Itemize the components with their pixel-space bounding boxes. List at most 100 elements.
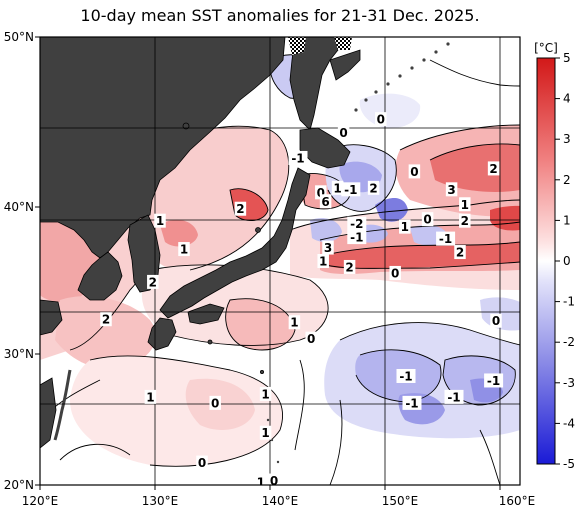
anomaly-label: 2 <box>102 313 110 327</box>
colorbar-ticks: 5 4 3 2 1 0 -1 -2 -3 -4 -5 <box>555 51 575 471</box>
anomaly-label: 0 <box>377 113 385 127</box>
anomaly-label: -1 <box>405 396 418 410</box>
anomaly-label-bg <box>389 265 401 280</box>
anomaly-label-bg <box>288 315 301 330</box>
anomaly-label: -1 <box>350 231 363 245</box>
anomaly-label: -2 <box>350 217 363 231</box>
lat-label-30n: 30°N <box>4 347 34 361</box>
anomaly-label: 1 <box>261 387 269 401</box>
anomaly-label: 2 <box>456 246 464 260</box>
anomaly-label-bg <box>347 230 367 245</box>
anomaly-label: 1 <box>156 214 164 228</box>
anomaly-label: 3 <box>447 183 455 197</box>
colorbar-gradient <box>536 57 556 465</box>
anomaly-label: 0 <box>492 314 500 328</box>
anomaly-label-bg <box>341 182 361 197</box>
kuril-islands <box>266 42 450 464</box>
anomaly-label-bg <box>459 213 471 228</box>
anomaly-label-bg <box>317 254 329 268</box>
anomaly-label: -1 <box>291 151 304 165</box>
grid-lines <box>40 37 520 485</box>
anomaly-label-bg <box>147 274 159 289</box>
anomaly-label: -1 <box>344 183 357 197</box>
colorbar-tick-label: -1 <box>563 295 575 309</box>
anomaly-label-bg <box>154 213 166 228</box>
colorbar-tick-label: 2 <box>563 173 571 187</box>
anomaly-label: 1 <box>146 390 154 404</box>
anomaly-label-bg <box>178 242 190 257</box>
colorbar-tick-label: -5 <box>563 457 575 471</box>
lon-label-150e: 150°E <box>382 494 419 508</box>
anomaly-label: 0 <box>270 474 278 488</box>
anomaly-label: 0 <box>198 456 206 470</box>
land-masses <box>40 37 361 449</box>
colorbar-tick-label: 0 <box>563 254 571 268</box>
lat-label-50n: 50°N <box>4 30 34 44</box>
anomaly-label-bg <box>255 475 267 485</box>
anomaly-label: 1 <box>257 476 265 490</box>
anomaly-label: 2 <box>345 260 353 274</box>
colorbar-tick-label: 4 <box>563 92 571 106</box>
anomaly-label: 1 <box>319 255 327 269</box>
anomaly-label-bg <box>322 240 334 255</box>
anomaly-label-bg <box>454 245 466 260</box>
anomaly-label: 1 <box>261 426 269 440</box>
anomaly-label-bg <box>196 455 208 470</box>
anomaly-label-bg <box>100 312 112 327</box>
anomaly-label-bg <box>209 395 221 410</box>
anomaly-label-bg <box>144 389 157 404</box>
anomaly-label: 2 <box>236 202 244 216</box>
anomaly-label-bg <box>408 164 421 179</box>
anomaly-label: 1 <box>401 220 409 234</box>
anomaly-label-bg <box>399 219 411 234</box>
anomaly-label-bg <box>402 395 422 410</box>
anomaly-label: 3 <box>324 241 332 255</box>
anomaly-label-bg <box>319 194 332 209</box>
plot-area: 00-10 230 1 -1 26 112-2 10 2-1 -13 211 2 022 1 00-1 -1… <box>40 37 520 490</box>
colorbar-tick-label: 1 <box>563 213 571 227</box>
anomaly-label: 2 <box>489 162 497 176</box>
anomaly-label: -1 <box>487 374 500 388</box>
anomaly-label: 1 <box>333 181 341 195</box>
anomaly-label: 1 <box>461 198 469 212</box>
anomaly-label: 2 <box>369 181 377 195</box>
anomaly-label-bg <box>445 182 458 197</box>
anomaly-label: 0 <box>423 213 431 227</box>
sea-ice-areas <box>288 37 352 55</box>
anomaly-label-bg <box>331 180 344 195</box>
anomaly-label-bg <box>305 331 317 346</box>
colorbar-tick-label: 5 <box>563 51 571 65</box>
lat-label-40n: 40°N <box>4 200 34 214</box>
anomaly-label-bg <box>459 197 471 212</box>
anomaly-label-bg <box>484 373 504 388</box>
lon-label-140e: 140°E <box>262 494 299 508</box>
anomaly-label-bg <box>343 259 356 274</box>
map-title: 10-day mean SST anomalies for 21-31 Dec.… <box>80 6 480 25</box>
lat-label-20n: 20°N <box>4 478 34 492</box>
colorbar: [°C] 5 4 3 2 1 0 -1 -2 -3 -4 -5 <box>534 41 575 471</box>
axis-ticks <box>35 36 501 490</box>
anomaly-label: 0 <box>317 186 325 200</box>
colorbar-tick-label: -2 <box>563 335 575 349</box>
anomaly-label-bg <box>436 231 456 246</box>
anomaly-label-bg <box>444 389 464 404</box>
anomaly-label-bg <box>490 313 502 328</box>
anomaly-label: 6 <box>321 195 329 209</box>
lon-label-130e: 130°E <box>142 494 179 508</box>
colorbar-tick-label: -3 <box>563 376 575 390</box>
colorbar-tick-label: -4 <box>563 416 575 430</box>
anomaly-label: 2 <box>149 275 157 289</box>
colorbar-unit: [°C] <box>534 41 558 55</box>
anomaly-label: -1 <box>399 369 412 383</box>
anomaly-label: 0 <box>391 266 399 280</box>
anomaly-labels: 00-10 230 1 -1 26 112-2 10 2-1 -13 211 2 022 1 00-1 -1… <box>100 112 504 490</box>
anomaly-label-bg <box>288 150 308 165</box>
anomaly-label-bg <box>396 368 416 383</box>
anomaly-label: 0 <box>211 396 219 410</box>
anomaly-label: -1 <box>447 390 460 404</box>
anomaly-label: 1 <box>180 243 188 257</box>
anomaly-label: 1 <box>290 316 298 330</box>
anomaly-label: 0 <box>410 165 418 179</box>
anomaly-label-bg <box>259 386 272 401</box>
